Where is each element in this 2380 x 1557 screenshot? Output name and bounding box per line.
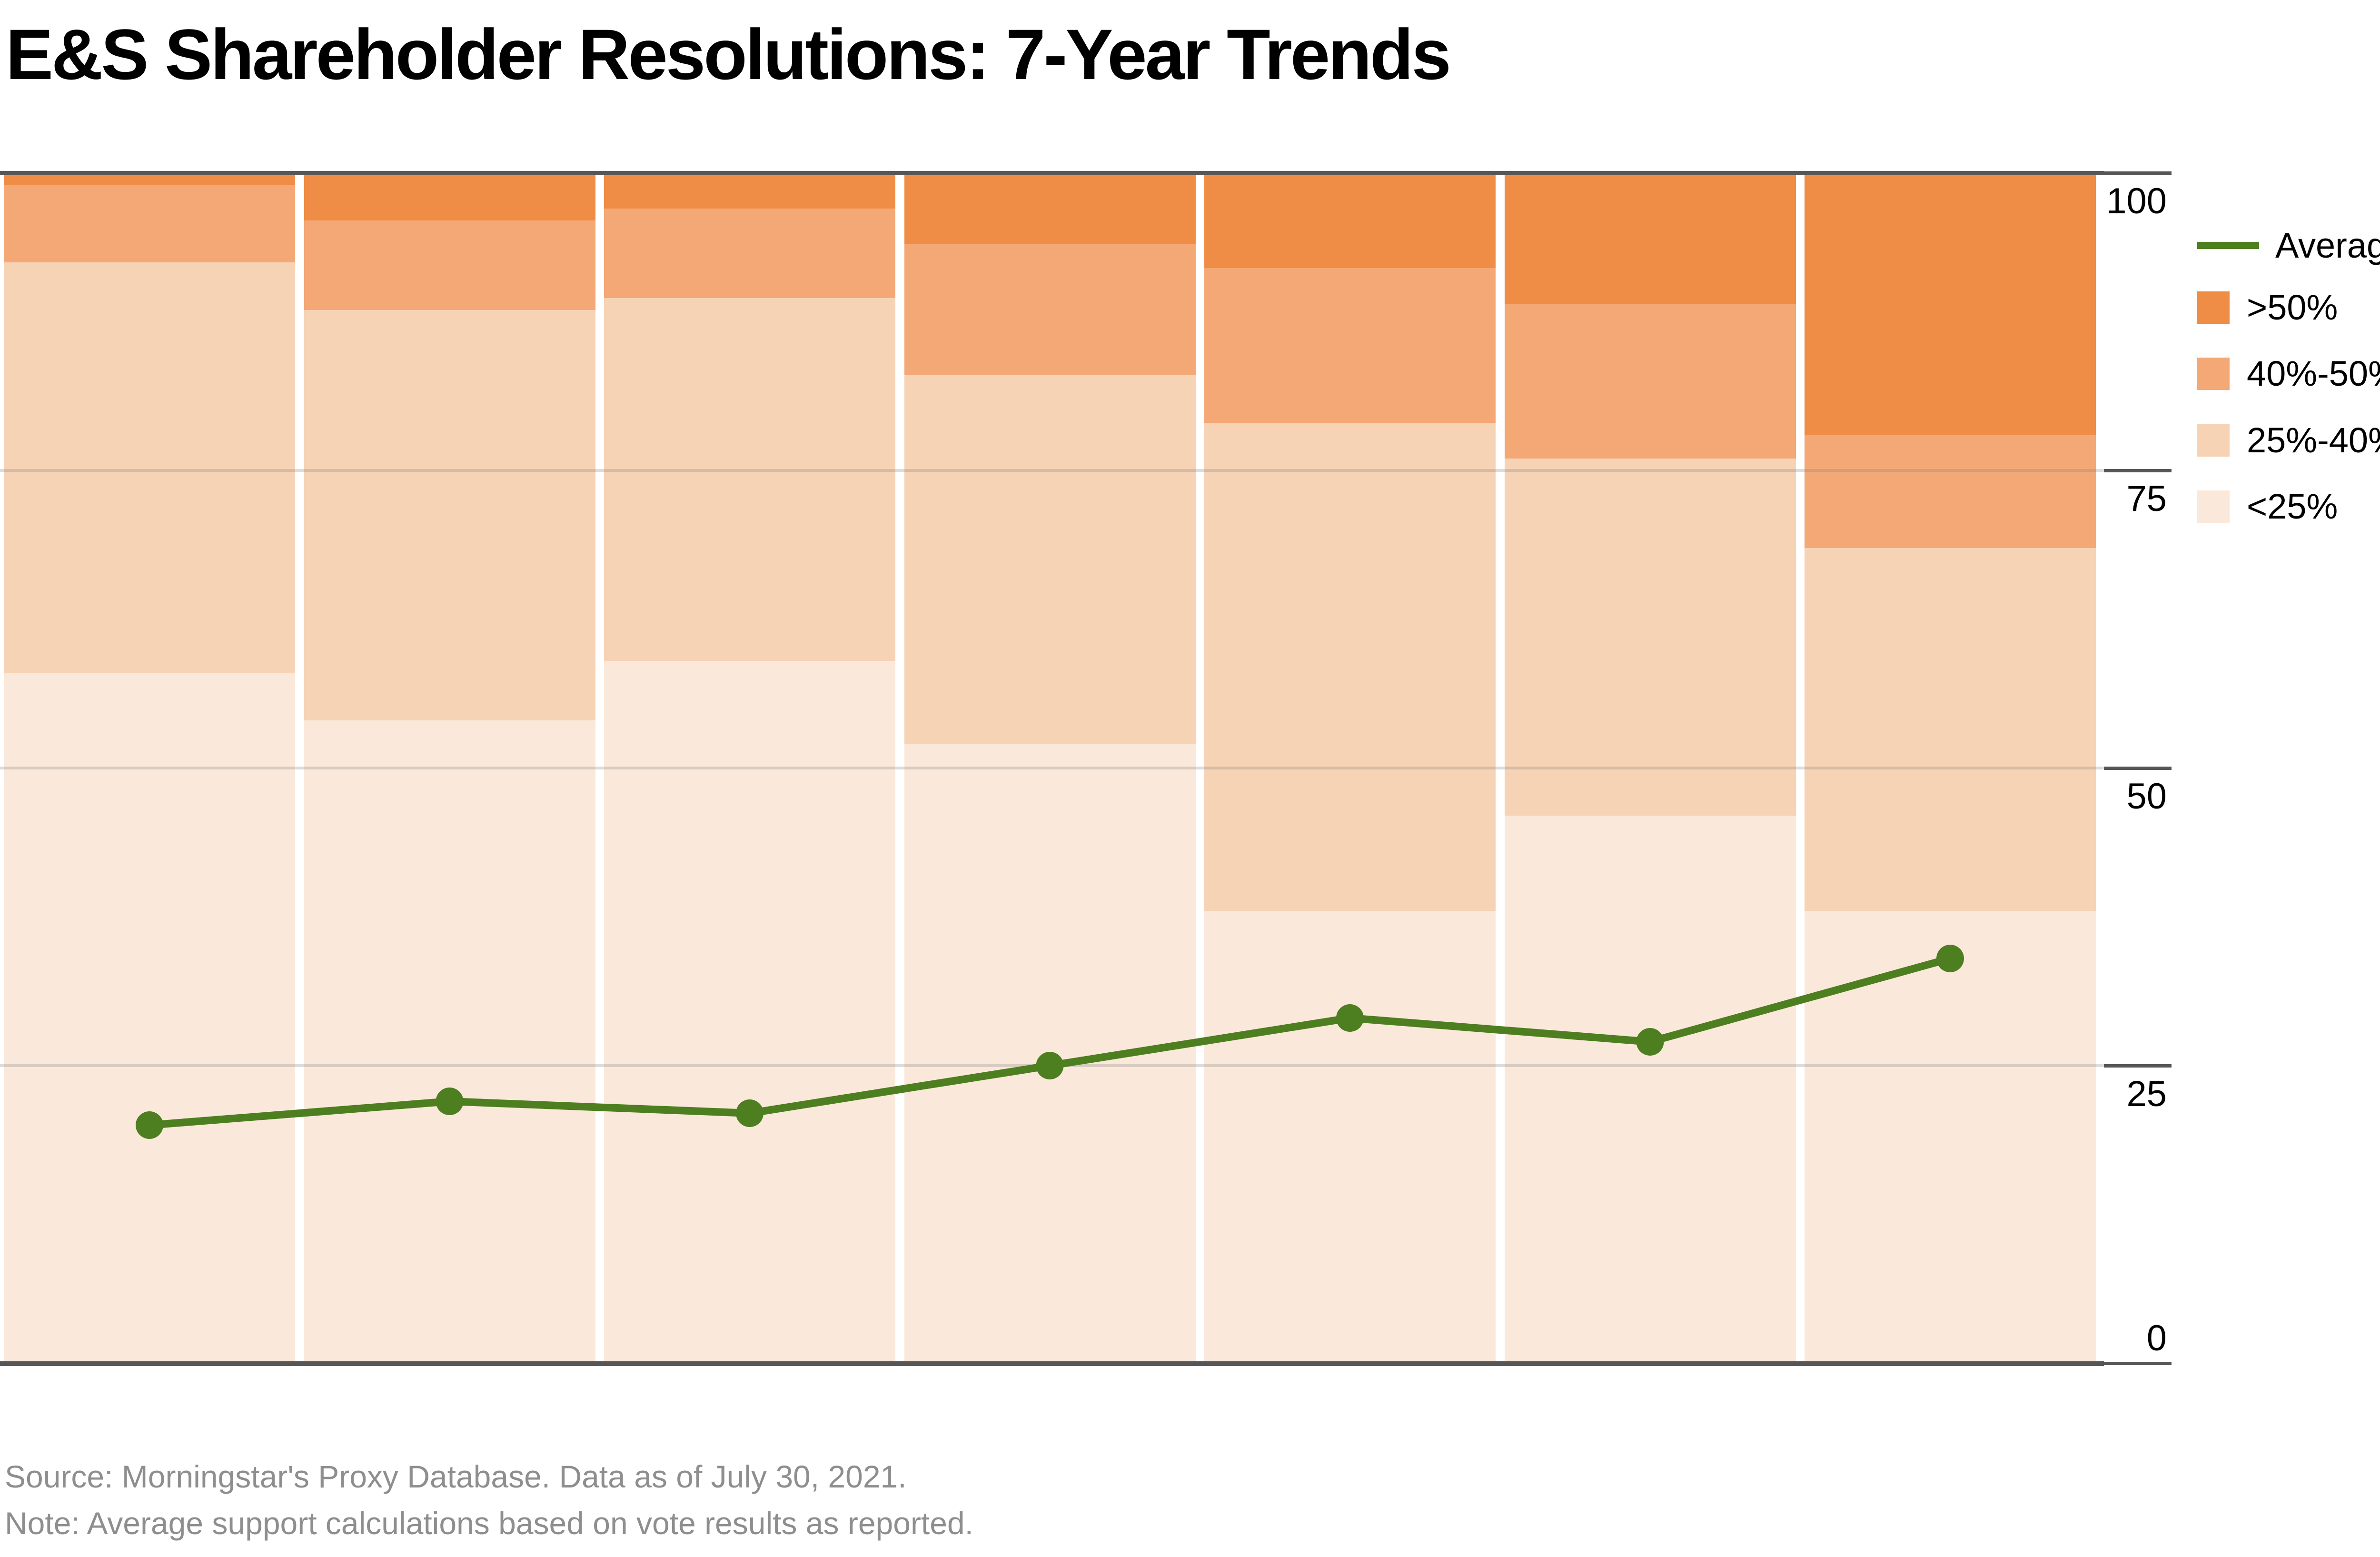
legend-color-swatch <box>2197 490 2230 523</box>
stacked-bar-2017 <box>604 173 895 1363</box>
bar-segment <box>1805 173 2096 435</box>
bar-segment <box>1504 459 1796 816</box>
legend-color-swatch <box>2197 291 2230 324</box>
average-support-point <box>136 1111 163 1139</box>
average-support-point <box>1636 1028 1664 1056</box>
legend-item-2540: 25%-40% <box>2194 420 2380 460</box>
chart-title: E&S Shareholder Resolutions: 7-Year Tren… <box>6 14 1451 94</box>
bar-segment <box>4 262 295 673</box>
x-axis-label: 2019 <box>1255 1550 1445 1557</box>
y-axis-tick-label: 100 <box>2106 181 2167 221</box>
y-axis-tick-label: 25 <box>2126 1074 2167 1114</box>
average-support-point <box>1336 1004 1364 1032</box>
bar-segment <box>1204 268 1496 423</box>
y-axis-tick-0 <box>2104 1362 2172 1365</box>
average-support-line-layer <box>136 945 1964 1139</box>
x-axis-line <box>0 1361 2104 1366</box>
y-axis-tick-25 <box>2104 1064 2172 1068</box>
stacked-bar-2020 <box>1504 173 1796 1363</box>
x-axis-label: 2021 <box>1855 1550 2045 1557</box>
x-axis-label: 2020 <box>1555 1550 1745 1557</box>
bar-segment <box>1204 173 1496 268</box>
legend-line-swatch <box>2197 242 2259 249</box>
average-support-point <box>1036 1052 1064 1079</box>
average-support-point <box>436 1088 464 1115</box>
bar-segment <box>1504 173 1796 304</box>
legend-label: Average Support <box>2275 226 2380 265</box>
legend-label: 40%-50% <box>2247 354 2380 393</box>
y-axis-tick-label: 50 <box>2126 776 2167 817</box>
legend-item-4050: 40%-50% <box>2194 354 2380 393</box>
bar-segment <box>304 309 595 720</box>
bar-segment <box>4 185 295 262</box>
bar-segment <box>1805 435 2096 548</box>
y-axis-tick-75 <box>2104 469 2172 472</box>
stacked-bar-2015 <box>4 173 295 1363</box>
source-note: Source: Morningstar's Proxy Database. Da… <box>5 1453 973 1547</box>
bar-segment <box>604 298 895 661</box>
x-axis-label: 2017 <box>654 1550 845 1557</box>
y-axis-tick-label: 75 <box>2126 479 2167 519</box>
legend-color-swatch <box>2197 424 2230 457</box>
y-axis-tick-label: 0 <box>2146 1318 2167 1358</box>
bar-segment <box>1504 816 1796 1363</box>
gridline-50 <box>0 767 2104 769</box>
bar-segment <box>604 661 895 1363</box>
bar-segment <box>904 244 1196 375</box>
bar-segment <box>304 220 595 310</box>
bar-segment <box>304 173 595 220</box>
bar-segment <box>1504 304 1796 459</box>
bar-segment <box>1805 548 2096 911</box>
bar-segment <box>1204 423 1496 911</box>
bar-segment <box>304 720 595 1363</box>
stacked-bar-2019 <box>1204 173 1496 1363</box>
bar-segment <box>904 173 1196 244</box>
y-axis-tick-50 <box>2104 767 2172 770</box>
legend-label: >50% <box>2247 288 2338 327</box>
legend-item-25: <25% <box>2194 487 2380 526</box>
y-axis-tick-100 <box>2104 171 2172 175</box>
gridline-75 <box>0 469 2104 472</box>
legend-color-swatch <box>2197 358 2230 390</box>
bar-segment <box>1204 911 1496 1363</box>
average-support-point <box>1936 945 1964 972</box>
stacked-bar-2016 <box>304 173 595 1363</box>
bar-segment <box>604 209 895 298</box>
bar-segment <box>904 375 1196 744</box>
legend-label: 25%-40% <box>2247 420 2380 460</box>
average-support-line <box>149 955 1952 1129</box>
bar-segment <box>604 173 895 209</box>
source-line: Source: Morningstar's Proxy Database. Da… <box>5 1459 907 1494</box>
legend-label: <25% <box>2247 487 2338 526</box>
note-line: Note: Average support calculations based… <box>5 1506 974 1541</box>
x-axis-label: 2018 <box>955 1550 1145 1557</box>
plot-top-border <box>0 171 2104 175</box>
legend-item-average-support: Average Support <box>2194 226 2380 265</box>
x-axis-label: 2016 <box>355 1550 545 1557</box>
average-support-point <box>736 1099 764 1127</box>
legend-item-50: >50% <box>2194 288 2380 327</box>
plot-area: 2015 2016 2017 2018 2019 2020 2021 100 75 50 25 0 <box>0 171 2172 1557</box>
x-axis-label: 2015 <box>54 1550 245 1557</box>
bar-segment <box>4 673 295 1363</box>
